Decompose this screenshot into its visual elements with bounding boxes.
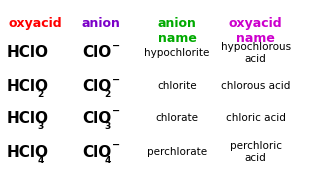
Text: HClO: HClO bbox=[6, 45, 48, 60]
Text: 2: 2 bbox=[37, 90, 44, 99]
Text: −: − bbox=[111, 106, 120, 116]
Text: 4: 4 bbox=[37, 156, 44, 165]
Text: ClO: ClO bbox=[82, 45, 111, 60]
Text: perchloric
acid: perchloric acid bbox=[230, 141, 282, 163]
Text: −: − bbox=[111, 41, 120, 51]
Text: 2: 2 bbox=[105, 90, 111, 99]
Text: oxyacid
name: oxyacid name bbox=[229, 17, 283, 45]
Text: 3: 3 bbox=[37, 122, 44, 131]
Text: anion
name: anion name bbox=[157, 17, 196, 45]
Text: HClO: HClO bbox=[6, 111, 48, 126]
Text: 3: 3 bbox=[105, 122, 111, 131]
Text: ClO: ClO bbox=[82, 111, 111, 126]
Text: HClO: HClO bbox=[6, 145, 48, 159]
Text: ClO: ClO bbox=[82, 145, 111, 159]
Text: oxyacid: oxyacid bbox=[8, 17, 62, 30]
Text: hypochlorite: hypochlorite bbox=[144, 48, 210, 58]
Text: −: − bbox=[111, 74, 120, 84]
Text: ClO: ClO bbox=[82, 79, 111, 94]
Text: chlorate: chlorate bbox=[156, 113, 198, 123]
Text: anion: anion bbox=[82, 17, 121, 30]
Text: chlorite: chlorite bbox=[157, 82, 197, 91]
Text: chlorous acid: chlorous acid bbox=[221, 82, 290, 91]
Text: HClO: HClO bbox=[6, 79, 48, 94]
Text: hypochlorous
acid: hypochlorous acid bbox=[220, 42, 291, 64]
Text: perchlorate: perchlorate bbox=[147, 147, 207, 157]
Text: −: − bbox=[111, 140, 120, 150]
Text: chloric acid: chloric acid bbox=[226, 113, 285, 123]
Text: 4: 4 bbox=[105, 156, 111, 165]
